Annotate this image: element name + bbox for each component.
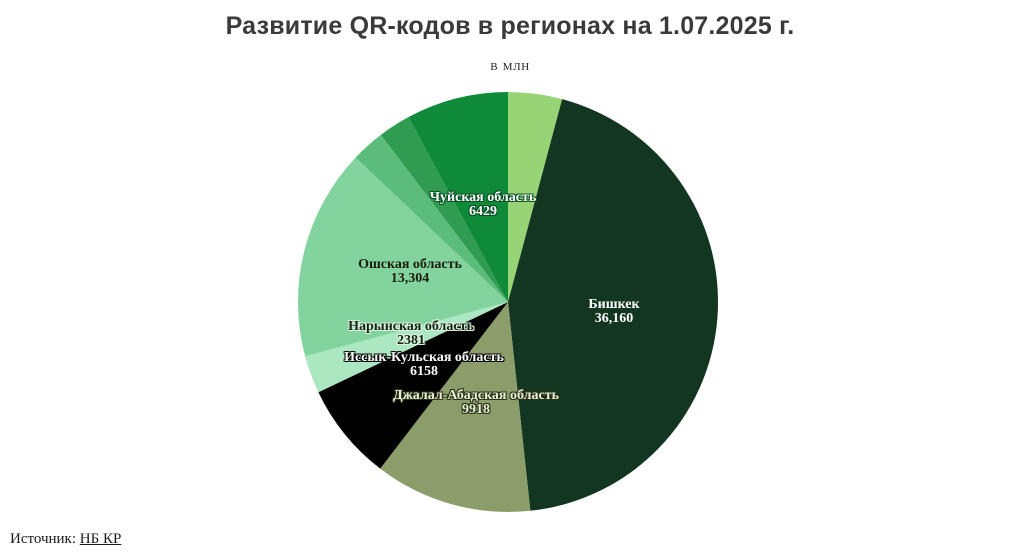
pie-slice-naryn [305, 302, 508, 393]
pie-slice-bishkek [508, 99, 719, 511]
pie-slice-unlabeled-top [508, 92, 563, 302]
source-prefix: Источник: [10, 531, 80, 547]
pie-slice-chuy [408, 92, 508, 302]
chart-title: Развитие QR-кодов в регионах на 1.07.202… [225, 12, 795, 40]
pie-slice-osh-region [298, 157, 508, 357]
pie-slice-issyk-kul [318, 302, 508, 469]
pie-slice-jalal-abad [380, 302, 531, 513]
chart-unit-label: в млн [490, 57, 530, 74]
source-line: Источник: НБ КР [10, 531, 121, 548]
pie-slice-unlabeled-mid [355, 134, 508, 302]
pie-slice-unlabeled-small [380, 117, 508, 302]
source-link[interactable]: НБ КР [79, 531, 122, 547]
